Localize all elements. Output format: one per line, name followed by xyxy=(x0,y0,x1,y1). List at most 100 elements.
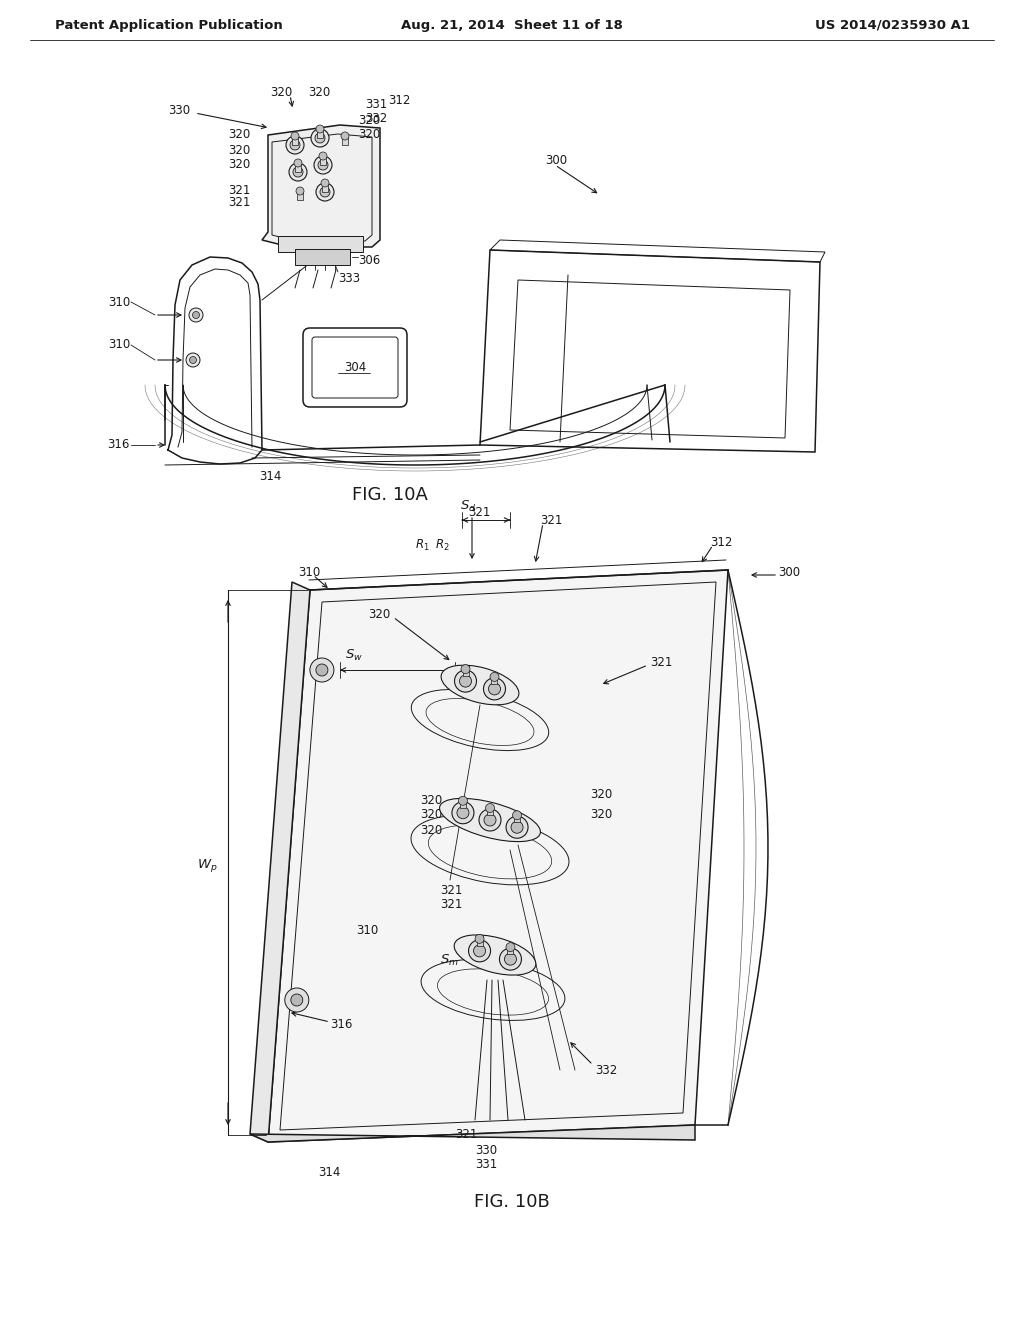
Text: 320: 320 xyxy=(590,808,612,821)
Circle shape xyxy=(289,162,307,181)
Circle shape xyxy=(452,801,474,824)
Text: Patent Application Publication: Patent Application Publication xyxy=(55,18,283,32)
Circle shape xyxy=(341,132,349,140)
Circle shape xyxy=(505,953,516,965)
Text: Aug. 21, 2014  Sheet 11 of 18: Aug. 21, 2014 Sheet 11 of 18 xyxy=(401,18,623,32)
Polygon shape xyxy=(262,125,380,247)
Bar xyxy=(460,797,466,808)
Text: 300: 300 xyxy=(778,565,800,578)
Polygon shape xyxy=(268,570,728,1142)
Bar xyxy=(514,812,520,822)
Bar xyxy=(278,236,362,252)
Circle shape xyxy=(321,180,329,187)
Text: US 2014/0235930 A1: US 2014/0235930 A1 xyxy=(815,18,970,32)
Circle shape xyxy=(316,664,328,676)
Circle shape xyxy=(319,152,327,160)
Circle shape xyxy=(460,675,471,688)
Text: 306: 306 xyxy=(358,253,380,267)
Polygon shape xyxy=(250,1125,695,1142)
Circle shape xyxy=(459,796,467,805)
Text: 321: 321 xyxy=(228,195,251,209)
Text: 314: 314 xyxy=(318,1166,340,1179)
Text: $S_w$: $S_w$ xyxy=(345,647,362,663)
Circle shape xyxy=(475,935,484,944)
Text: 320: 320 xyxy=(358,128,380,140)
Circle shape xyxy=(511,821,523,833)
Bar xyxy=(317,129,323,139)
Circle shape xyxy=(469,940,490,962)
Text: 320: 320 xyxy=(368,609,390,622)
Text: $S_d$: $S_d$ xyxy=(460,499,476,513)
Bar xyxy=(487,805,493,814)
Bar xyxy=(322,183,328,191)
Text: 321: 321 xyxy=(540,513,562,527)
Bar xyxy=(319,156,326,165)
Circle shape xyxy=(189,308,203,322)
Text: 331: 331 xyxy=(365,99,387,111)
Text: 321: 321 xyxy=(468,506,490,519)
Text: FIG. 10A: FIG. 10A xyxy=(352,486,428,504)
Bar xyxy=(295,162,301,172)
Text: 320: 320 xyxy=(308,86,331,99)
Text: FIG. 10B: FIG. 10B xyxy=(474,1193,550,1210)
Circle shape xyxy=(479,809,501,832)
Circle shape xyxy=(291,132,299,140)
Text: 320: 320 xyxy=(420,824,442,837)
Circle shape xyxy=(455,671,476,692)
Ellipse shape xyxy=(455,935,536,975)
Text: 320: 320 xyxy=(228,158,250,172)
Ellipse shape xyxy=(441,665,519,705)
Text: 330: 330 xyxy=(168,103,190,116)
Text: 310: 310 xyxy=(108,338,130,351)
Ellipse shape xyxy=(439,799,541,842)
Text: 310: 310 xyxy=(298,565,321,578)
Circle shape xyxy=(500,948,521,970)
Bar xyxy=(292,136,298,145)
Circle shape xyxy=(291,994,303,1006)
Circle shape xyxy=(296,187,304,195)
Bar xyxy=(297,191,303,201)
Text: 300: 300 xyxy=(545,153,567,166)
Circle shape xyxy=(285,987,309,1012)
Text: $W_p$: $W_p$ xyxy=(198,857,218,874)
Circle shape xyxy=(293,168,303,177)
Circle shape xyxy=(193,312,200,318)
Circle shape xyxy=(473,945,485,957)
Text: 333: 333 xyxy=(338,272,360,285)
Circle shape xyxy=(513,810,521,820)
Text: 320: 320 xyxy=(228,144,250,157)
Bar xyxy=(295,249,350,265)
Text: 320: 320 xyxy=(228,128,250,141)
Text: $R_2$: $R_2$ xyxy=(435,537,450,553)
Circle shape xyxy=(316,125,324,133)
Circle shape xyxy=(318,160,328,170)
Text: 331: 331 xyxy=(475,1159,498,1172)
Text: 321: 321 xyxy=(440,883,463,896)
Text: 316: 316 xyxy=(108,438,130,451)
Circle shape xyxy=(488,682,501,694)
Text: 330: 330 xyxy=(475,1143,497,1156)
Text: 321: 321 xyxy=(650,656,673,668)
Circle shape xyxy=(484,814,496,826)
Circle shape xyxy=(506,942,515,952)
Circle shape xyxy=(315,133,325,143)
Circle shape xyxy=(311,129,329,147)
Text: 321: 321 xyxy=(440,899,463,912)
Circle shape xyxy=(457,807,469,818)
Polygon shape xyxy=(250,582,310,1142)
Circle shape xyxy=(294,158,302,168)
Bar xyxy=(342,136,348,145)
Text: 310: 310 xyxy=(108,296,130,309)
Text: 304: 304 xyxy=(344,360,367,374)
Circle shape xyxy=(286,136,304,154)
Text: 320: 320 xyxy=(358,114,380,127)
Circle shape xyxy=(506,816,528,838)
Circle shape xyxy=(314,156,332,174)
Text: 320: 320 xyxy=(420,808,442,821)
Text: 320: 320 xyxy=(420,793,442,807)
Circle shape xyxy=(485,804,495,813)
Circle shape xyxy=(461,664,470,673)
Text: 320: 320 xyxy=(270,86,292,99)
Circle shape xyxy=(483,678,506,700)
Circle shape xyxy=(186,352,200,367)
